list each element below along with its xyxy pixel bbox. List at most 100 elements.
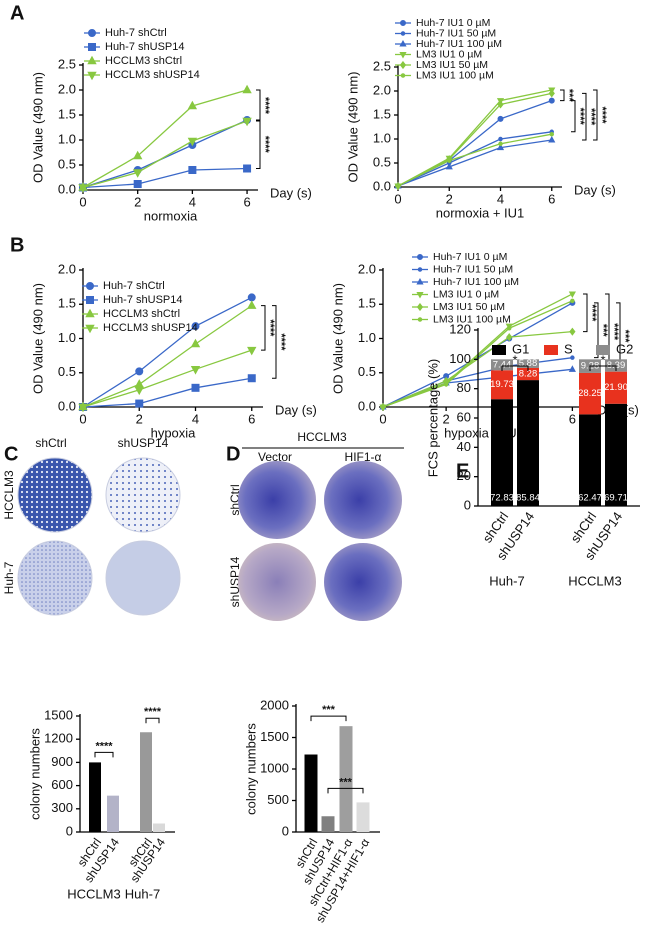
x-tick-label: 4 bbox=[192, 411, 199, 426]
significance-label: **** bbox=[259, 97, 271, 115]
colony-plate bbox=[105, 457, 181, 533]
y-tick-label: 0.0 bbox=[373, 178, 391, 193]
significance-label: **** bbox=[608, 323, 620, 341]
series-line bbox=[397, 139, 552, 187]
significance-bracket bbox=[594, 302, 599, 359]
legend-label: HCCLM3 shCtrl bbox=[105, 55, 182, 67]
marker bbox=[78, 184, 88, 193]
significance-label: **** bbox=[264, 319, 276, 337]
significance-bracket bbox=[560, 89, 565, 102]
data-label: 72.83 bbox=[490, 493, 514, 504]
marker bbox=[188, 166, 197, 174]
marker bbox=[135, 399, 144, 408]
legend-swatch bbox=[544, 345, 558, 355]
series-line bbox=[82, 377, 252, 408]
y-tick-label: 500 bbox=[267, 792, 289, 807]
significance-bracket bbox=[593, 89, 598, 141]
significance-bracket bbox=[589, 365, 617, 371]
x-tick-label: 4 bbox=[189, 194, 196, 209]
photo-row-label: shCtrl bbox=[228, 484, 242, 515]
marker bbox=[416, 292, 424, 299]
data-label: 7.44 bbox=[493, 359, 512, 370]
significance-label: **** bbox=[574, 108, 586, 126]
legend-label: Huh-7 shUSP14 bbox=[103, 294, 183, 306]
marker bbox=[417, 317, 423, 322]
marker bbox=[191, 383, 200, 392]
y-tick-label: 1500 bbox=[44, 707, 73, 722]
marker bbox=[497, 115, 504, 122]
y-axis-label: OD Value (490 nm) bbox=[345, 71, 360, 182]
y-tick-label: 1.0 bbox=[373, 130, 391, 145]
y-tick-label: 1.0 bbox=[358, 330, 376, 345]
significance-label: **** bbox=[144, 706, 162, 718]
significance-label: **** bbox=[275, 333, 287, 351]
y-axis-label: OD Value (490 nm) bbox=[330, 283, 345, 394]
marker bbox=[399, 52, 407, 59]
y-axis-label: OD Value (490 nm) bbox=[30, 72, 45, 183]
legend-label: Huh-7 IU1 0 µM bbox=[416, 17, 490, 29]
y-tick-label: 0.0 bbox=[358, 398, 376, 413]
x-tick-label: 6 bbox=[569, 411, 576, 426]
marker bbox=[549, 131, 554, 137]
y-tick-label: 1500 bbox=[260, 729, 289, 744]
bar-segment bbox=[605, 403, 627, 506]
bar bbox=[304, 754, 318, 832]
group-label: Huh-7 bbox=[489, 573, 524, 588]
marker bbox=[242, 117, 252, 127]
x-axis-unit: Day (s) bbox=[275, 402, 317, 417]
panel-label: A bbox=[10, 2, 24, 24]
x-tick-label: 2 bbox=[446, 191, 453, 206]
marker bbox=[496, 143, 505, 151]
significance-label: *** bbox=[563, 89, 575, 103]
marker bbox=[416, 302, 424, 312]
photo-row-label: HCCLM3 bbox=[2, 470, 16, 520]
photo-column-label: shCtrl bbox=[35, 436, 66, 450]
significance-bracket bbox=[327, 787, 364, 794]
legend-label: LM3 IU1 50 µM bbox=[416, 59, 488, 71]
series-line bbox=[82, 305, 253, 408]
marker bbox=[86, 296, 94, 304]
marker bbox=[498, 136, 503, 142]
legend-label: HCCLM3 shUSP14 bbox=[105, 69, 200, 81]
significance-label: **** bbox=[95, 740, 113, 752]
y-axis-label: FCS percentage (%) bbox=[425, 359, 440, 478]
x-tick-label: 2 bbox=[443, 411, 450, 426]
marker bbox=[417, 254, 423, 260]
bar bbox=[153, 823, 165, 832]
legend-label: LM3 IU1 100 µM bbox=[433, 313, 511, 325]
y-tick-label: 1000 bbox=[260, 760, 289, 775]
series-line bbox=[82, 89, 248, 189]
legend-label: Huh-7 IU1 50 µM bbox=[416, 27, 496, 39]
legend-label: HCCLM3 shCtrl bbox=[103, 308, 180, 320]
marker bbox=[568, 291, 576, 299]
significance-label: *** bbox=[597, 324, 609, 338]
marker bbox=[497, 100, 504, 109]
significance-bracket bbox=[582, 92, 587, 141]
y-tick-label: 120 bbox=[449, 321, 471, 336]
marker bbox=[380, 404, 386, 410]
marker bbox=[399, 39, 407, 47]
y-axis-label: OD Value (490 nm) bbox=[30, 283, 45, 394]
significance-label: *** bbox=[322, 704, 336, 716]
legend-label: G1 bbox=[512, 341, 529, 356]
group-label: Huh-7 bbox=[125, 886, 160, 901]
significance-bracket bbox=[256, 119, 261, 169]
marker bbox=[88, 29, 96, 37]
marker bbox=[243, 164, 252, 173]
marker bbox=[247, 293, 256, 302]
y-tick-label: 1.5 bbox=[58, 106, 76, 121]
marker bbox=[400, 31, 406, 36]
significance-label: **** bbox=[259, 136, 271, 154]
marker bbox=[85, 324, 95, 334]
data-label: 85.84 bbox=[516, 493, 540, 504]
series-line bbox=[82, 349, 252, 408]
series-line bbox=[397, 131, 552, 187]
marker bbox=[445, 162, 453, 170]
y-tick-label: 0.0 bbox=[58, 398, 76, 413]
x-axis-unit: Day (s) bbox=[270, 185, 312, 200]
panel-label: C bbox=[4, 443, 18, 465]
significance-bracket bbox=[571, 100, 576, 133]
marker bbox=[87, 55, 97, 65]
bar-segment bbox=[605, 371, 627, 404]
legend-swatch bbox=[596, 345, 610, 355]
